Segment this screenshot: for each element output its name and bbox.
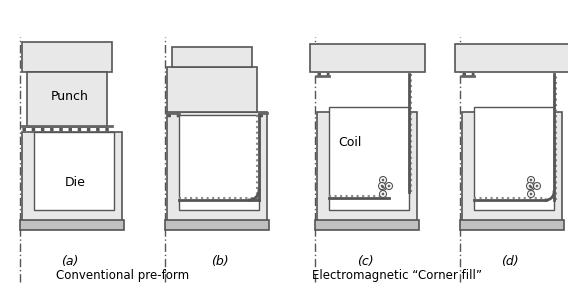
Circle shape xyxy=(379,176,386,183)
Bar xyxy=(462,112,562,222)
Text: Die: Die xyxy=(65,175,85,189)
Circle shape xyxy=(381,185,383,187)
Circle shape xyxy=(528,190,534,197)
Bar xyxy=(310,44,425,72)
Bar xyxy=(315,220,419,230)
Bar xyxy=(455,44,568,72)
Bar xyxy=(179,115,259,210)
Bar xyxy=(22,132,122,222)
Text: (b): (b) xyxy=(211,256,229,269)
Bar xyxy=(165,220,269,230)
Text: Conventional pre-form: Conventional pre-form xyxy=(56,269,189,282)
Text: Electromagnetic “Corner fill”: Electromagnetic “Corner fill” xyxy=(312,269,482,282)
Circle shape xyxy=(530,193,532,195)
Bar xyxy=(474,107,554,210)
Circle shape xyxy=(388,185,390,187)
Text: (a): (a) xyxy=(61,256,79,269)
Circle shape xyxy=(382,186,384,188)
Bar xyxy=(172,47,252,67)
Circle shape xyxy=(386,182,392,190)
Circle shape xyxy=(382,193,384,195)
Circle shape xyxy=(530,186,532,188)
Bar xyxy=(167,112,267,222)
Circle shape xyxy=(536,185,538,187)
Text: (c): (c) xyxy=(357,256,373,269)
Circle shape xyxy=(529,185,531,187)
Circle shape xyxy=(382,179,384,181)
Bar xyxy=(317,112,417,222)
Circle shape xyxy=(527,182,533,190)
Bar xyxy=(27,72,107,127)
Bar xyxy=(460,220,564,230)
Bar xyxy=(329,107,409,210)
Text: Punch: Punch xyxy=(51,91,89,103)
Bar xyxy=(20,220,124,230)
Circle shape xyxy=(528,176,534,183)
Circle shape xyxy=(379,183,386,190)
Bar xyxy=(167,67,257,112)
Circle shape xyxy=(533,182,541,190)
Circle shape xyxy=(378,182,386,190)
Circle shape xyxy=(379,190,386,197)
Bar xyxy=(34,132,114,210)
Text: Coil: Coil xyxy=(339,135,362,149)
Text: (d): (d) xyxy=(501,256,519,269)
Bar xyxy=(22,42,112,72)
Circle shape xyxy=(530,179,532,181)
Circle shape xyxy=(528,183,534,190)
